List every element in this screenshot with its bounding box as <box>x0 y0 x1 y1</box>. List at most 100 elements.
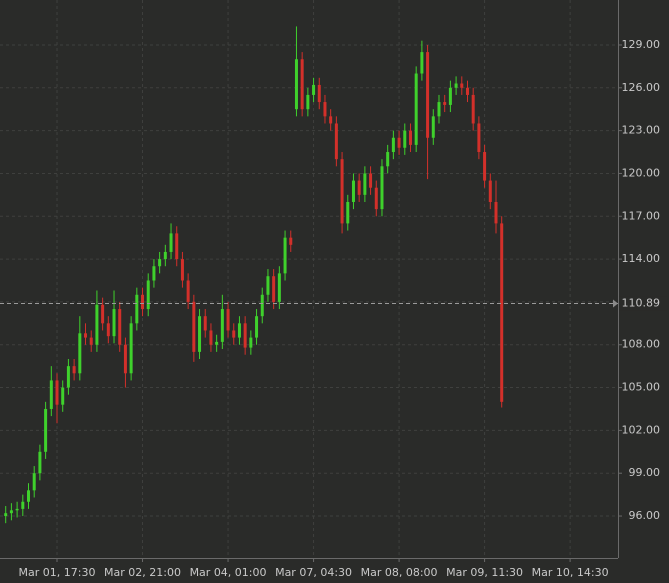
candle-body <box>329 116 333 124</box>
candle-body <box>32 473 36 491</box>
candle-body <box>431 116 435 138</box>
candle-body <box>351 180 355 202</box>
candle-body <box>89 337 93 345</box>
candle-body <box>465 87 469 95</box>
candle-body <box>357 180 361 195</box>
candle-body <box>414 73 418 145</box>
candle-body <box>283 237 287 274</box>
candle-body <box>101 304 105 324</box>
candle-body <box>203 316 207 331</box>
y-tick-label: 129.00 <box>622 38 661 51</box>
candle-body <box>215 341 219 345</box>
candle-body <box>300 59 304 110</box>
candle-body <box>180 259 184 281</box>
candle-body <box>380 166 384 210</box>
candle-body <box>437 102 441 117</box>
candle-body <box>27 490 31 502</box>
candle-body <box>488 180 492 202</box>
x-tick-label: Mar 04, 01:00 <box>190 566 267 579</box>
x-tick-label: Mar 10, 14:30 <box>532 566 609 579</box>
candle-body <box>84 333 88 338</box>
candle-body <box>420 52 424 74</box>
candle-body <box>317 84 321 103</box>
candle-body <box>294 59 298 110</box>
candle-body <box>448 87 452 105</box>
y-tick-label: 96.00 <box>629 509 661 522</box>
candle-body <box>471 94 475 124</box>
candle-body <box>312 84 316 95</box>
candle-body <box>146 280 150 310</box>
candle-body <box>237 323 241 338</box>
candle-body <box>483 152 487 181</box>
candle-body <box>397 137 401 148</box>
candle-body <box>226 309 230 331</box>
y-tick-label: 117.00 <box>622 209 661 222</box>
candle-body <box>118 309 122 345</box>
y-tick-label: 114.00 <box>622 252 661 265</box>
y-tick-label: 123.00 <box>622 124 661 137</box>
candle-body <box>454 83 458 88</box>
candle-body <box>112 309 116 337</box>
candle-body <box>220 309 224 342</box>
candle-body <box>95 304 99 345</box>
candle-body <box>38 451 42 474</box>
candle-body <box>266 276 270 295</box>
current-price-label: 110.89 <box>622 296 661 309</box>
candle-body <box>386 152 390 167</box>
x-tick-label: Mar 02, 21:00 <box>104 566 181 579</box>
candle-body <box>323 102 327 117</box>
candle-body <box>346 201 350 224</box>
x-tick-label: Mar 09, 11:30 <box>446 566 523 579</box>
candle-body <box>9 510 13 514</box>
candle-body <box>186 280 190 302</box>
candle-body <box>426 52 430 138</box>
candle-body <box>198 316 202 352</box>
candle-body <box>443 102 447 105</box>
candle-body <box>249 337 253 348</box>
candle-body <box>477 123 481 153</box>
candle-body <box>232 330 236 338</box>
candle-body <box>158 259 162 267</box>
candle-body <box>106 323 110 337</box>
candle-body <box>78 333 82 374</box>
candle-body <box>49 380 53 409</box>
candle-body <box>289 237 293 245</box>
candle-body <box>369 173 373 188</box>
candle-body <box>403 130 407 148</box>
y-tick-label: 102.00 <box>622 423 661 436</box>
candle-body <box>306 94 310 110</box>
candle-body <box>209 330 213 345</box>
y-tick-label: 99.00 <box>629 466 661 479</box>
candle-body <box>374 187 378 210</box>
candle-body <box>260 294 264 317</box>
current-price-marker <box>613 299 618 308</box>
candle-body <box>408 130 412 145</box>
candle-body <box>72 366 76 374</box>
candle-body <box>44 408 48 452</box>
candle-body <box>123 344 127 374</box>
candle-body <box>21 501 25 509</box>
candle-body <box>272 276 276 302</box>
candle-body <box>129 323 133 374</box>
x-tick-label: Mar 07, 04:30 <box>275 566 352 579</box>
candle-body <box>277 273 281 302</box>
current-price-tag <box>619 296 667 311</box>
candle-body <box>192 301 196 352</box>
candle-body <box>152 266 156 281</box>
x-tick-label: Mar 01, 17:30 <box>19 566 96 579</box>
candle-body <box>391 137 395 153</box>
x-tick-label: Mar 08, 08:00 <box>361 566 438 579</box>
y-tick-label: 105.00 <box>622 381 661 394</box>
y-tick-label: 108.00 <box>622 338 661 351</box>
candle-body <box>4 513 8 517</box>
candle-body <box>163 251 167 260</box>
candle-body <box>340 159 344 224</box>
candle-body <box>135 294 139 324</box>
candle-body <box>334 123 338 160</box>
candle-body <box>255 316 259 338</box>
candle-body <box>494 201 498 224</box>
candle-body <box>66 366 70 388</box>
candle-body <box>141 294 145 310</box>
